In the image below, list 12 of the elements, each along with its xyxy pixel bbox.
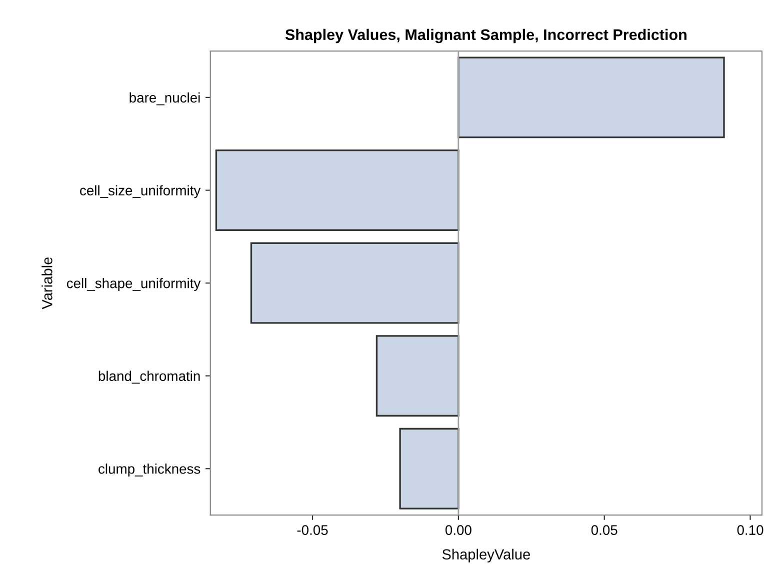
x-tick-label: 0.05 (591, 525, 618, 535)
y-tick-label: cell_size_uniformity (80, 185, 201, 198)
x-axis-title: ShapleyValue (442, 548, 530, 562)
x-tick-label: -0.05 (297, 525, 328, 535)
chart-title: Shapley Values, Malignant Sample, Incorrect Prediction (285, 28, 686, 44)
x-tick-label: 0.10 (737, 525, 764, 535)
y-axis-title: Variable (42, 257, 52, 310)
x-tick-label: 0.00 (445, 525, 472, 535)
y-tick-label: clump_thickness (98, 464, 200, 477)
y-tick-label: bare_nuclei (130, 92, 200, 106)
y-tick-label: bland_chromatin (98, 370, 200, 384)
y-tick-label: cell_shape_uniformity (66, 278, 201, 291)
